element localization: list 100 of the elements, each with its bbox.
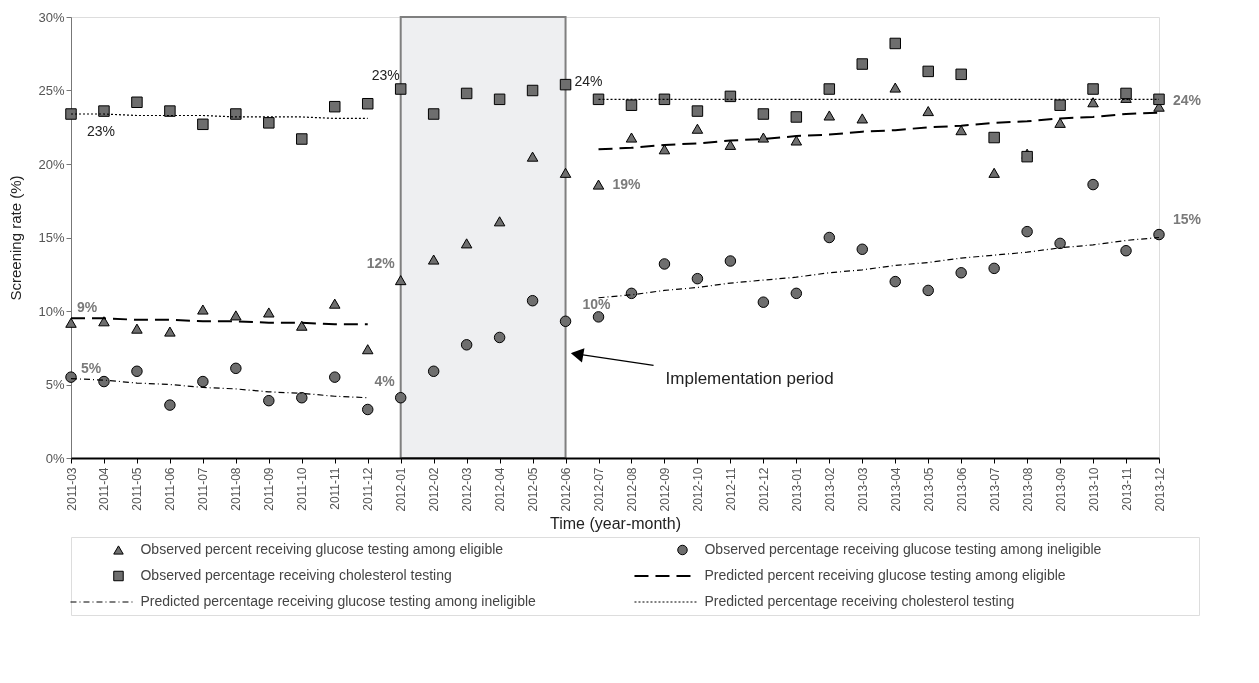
point [592,179,605,190]
point [197,375,209,388]
point [263,307,275,318]
point [691,272,704,285]
x-tick-label: 2012-08 [624,467,639,512]
annotation: 15% [1173,210,1202,227]
point [361,403,374,416]
x-tick-label: 2013-02 [822,467,837,512]
point [1153,93,1165,106]
point [329,100,341,113]
point [625,132,638,143]
point [131,323,143,334]
x-tick-label: 2012-05 [526,467,541,512]
x-tick-label: 2011-03 [64,467,79,511]
point [724,90,737,103]
annotation: 24% [1173,92,1202,109]
point [955,68,967,81]
x-tick-label: 2013-04 [888,467,903,512]
point [1087,178,1099,191]
point [559,315,572,328]
annotation: 24% [574,73,603,90]
point [955,267,967,279]
point [1120,245,1132,257]
x-tick-label: 2011-12 [361,467,376,511]
x-tick-label: 2013-08 [1020,467,1035,512]
y-tick-label: 30% [38,9,65,25]
point [757,296,770,308]
annotation: 19% [612,175,642,192]
point [1054,117,1066,128]
point [263,117,275,129]
x-tick-label: 2013-05 [921,467,936,512]
point [460,87,473,100]
point [230,108,242,120]
point [197,118,209,131]
point [427,254,440,265]
annotation: 10% [582,295,612,312]
x-tick-label: 2011-05 [130,467,145,511]
x-tick-label: 2012-02 [427,467,442,512]
annotation: 4% [374,372,396,389]
x-tick-label: 2011-08 [229,467,244,511]
point [724,255,737,267]
x-axis-title: Time (year-month) [550,514,681,532]
point [164,399,176,411]
annotation: 5% [81,360,102,377]
y-tick-label: 15% [38,230,65,245]
point [856,243,869,255]
point [65,317,77,328]
point [329,371,341,383]
point [361,97,374,110]
y-tick-label: 20% [38,156,65,172]
point [559,78,572,91]
point [1087,83,1099,95]
x-tick-label: 2012-12 [756,467,771,512]
point [790,111,803,123]
point [658,93,671,106]
annotation: 23% [87,123,116,140]
point [427,108,440,120]
point [823,231,836,244]
y-tick-label: 10% [38,303,65,319]
point [856,58,869,70]
point [625,99,638,111]
annotation: 12% [366,255,396,272]
point [889,82,901,93]
point [1120,87,1132,100]
legend-label: Observed percentage receiving glucose testing among ineligible [704,541,1102,557]
point [988,167,1000,178]
y-tick-label: 5% [45,377,65,392]
x-tick-label: 2012-06 [559,467,574,512]
point [526,151,539,162]
y-tick-label: 0% [45,450,65,466]
x-tick-label: 2012-10 [690,467,705,512]
point [65,371,77,383]
x-tick-label: 2013-11 [1119,467,1134,511]
point [1054,99,1066,111]
point [164,326,176,337]
x-tick-label: 2013-07 [987,467,1002,512]
point [988,262,1000,275]
point [493,93,506,106]
point [296,320,308,331]
point [823,110,836,121]
point [98,316,110,327]
point [658,258,671,270]
x-tick-label: 2011-11 [328,467,343,510]
point [757,132,770,143]
point [460,238,473,249]
point [1153,228,1165,241]
x-tick-label: 2011-09 [262,467,277,511]
x-tick-label: 2013-09 [1053,467,1068,512]
legend-label: Predicted percentage receiving cholesterol testing [704,593,1015,609]
x-tick-label: 2011-07 [196,467,211,511]
x-tick-label: 2011-10 [295,467,310,511]
x-tick-label: 2013-06 [954,467,969,512]
y-tick-label: 25% [38,83,65,98]
x-tick-label: 2013-03 [855,467,870,512]
point [526,84,539,97]
point [98,105,110,117]
point [757,108,770,120]
point [361,344,374,355]
annotation: 9% [77,299,98,316]
x-tick-label: 2012-09 [657,467,672,512]
